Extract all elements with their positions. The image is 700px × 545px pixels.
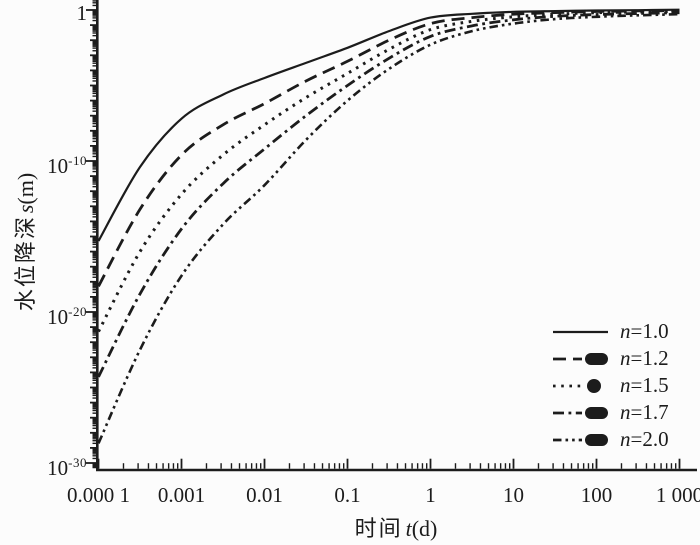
legend-label: n=2.0 (620, 427, 669, 451)
legend-blob (585, 406, 608, 419)
legend-label: n=1.2 (620, 346, 669, 370)
x-axis-ticks (97, 458, 681, 469)
y-axis-ticks (86, 0, 96, 469)
legend-label: n=1.7 (620, 400, 669, 424)
y-axis-title: 水位降深s(m) (8, 173, 40, 311)
legend-item-n-2.0: n=2.0 (552, 426, 669, 453)
x-tick-label: 0.1 (334, 483, 361, 507)
y-tick-label: 10-10 (47, 153, 87, 178)
x-axis-title-unit: (d) (411, 516, 438, 541)
curve-n-2.0 (97, 12, 680, 444)
legend-label: n=1.0 (620, 319, 669, 343)
y-axis-title-cn: 水位降深 (13, 215, 38, 312)
curves (97, 8, 680, 444)
x-tick-label: 100 (580, 483, 613, 507)
legend: n=1.0 n=1.2 n=1.5 n=1.7 n=2.0 (552, 318, 669, 453)
legend-blob (587, 378, 601, 393)
x-tick-label: 10 (503, 483, 524, 507)
y-axis-title-var: s (13, 204, 38, 214)
x-tick-label: 1 000 (655, 483, 700, 507)
curve-n-1.7 (97, 11, 680, 378)
x-tick-label: 0.001 (157, 483, 206, 507)
legend-item-n-1.7: n=1.7 (552, 399, 669, 426)
x-axis-title-var: t (405, 516, 412, 541)
legend-label: n=1.5 (620, 373, 669, 397)
y-tick-label: 1 (76, 1, 88, 25)
x-axis-title: 时间 t(d) (92, 511, 700, 543)
curve-n-1.2 (97, 9, 680, 287)
legend-line-sample-icon (553, 352, 608, 365)
x-tick-label: 0.000 1 (67, 483, 130, 507)
legend-item-n-1.2: n=1.2 (552, 345, 669, 372)
y-tick-label: 10-30 (47, 455, 87, 480)
legend-line-sample-icon (553, 406, 608, 419)
legend-line-sample-icon (553, 433, 608, 446)
legend-line-sample-icon (553, 378, 601, 393)
curve-n-1.0 (97, 8, 680, 242)
x-axis-title-cn: 时间 (354, 516, 403, 541)
legend-line-sample-icon (553, 330, 608, 333)
x-tick-label: 0.01 (246, 483, 283, 507)
legend-item-n-1.5: n=1.5 (552, 372, 669, 399)
legend-item-n-1.0: n=1.0 (552, 318, 669, 345)
legend-blob (585, 433, 608, 446)
legend-blob (585, 352, 608, 365)
y-tick-label: 10-20 (47, 304, 87, 329)
x-tick-label: 1 (425, 483, 436, 507)
curve-n-1.5 (97, 10, 680, 333)
